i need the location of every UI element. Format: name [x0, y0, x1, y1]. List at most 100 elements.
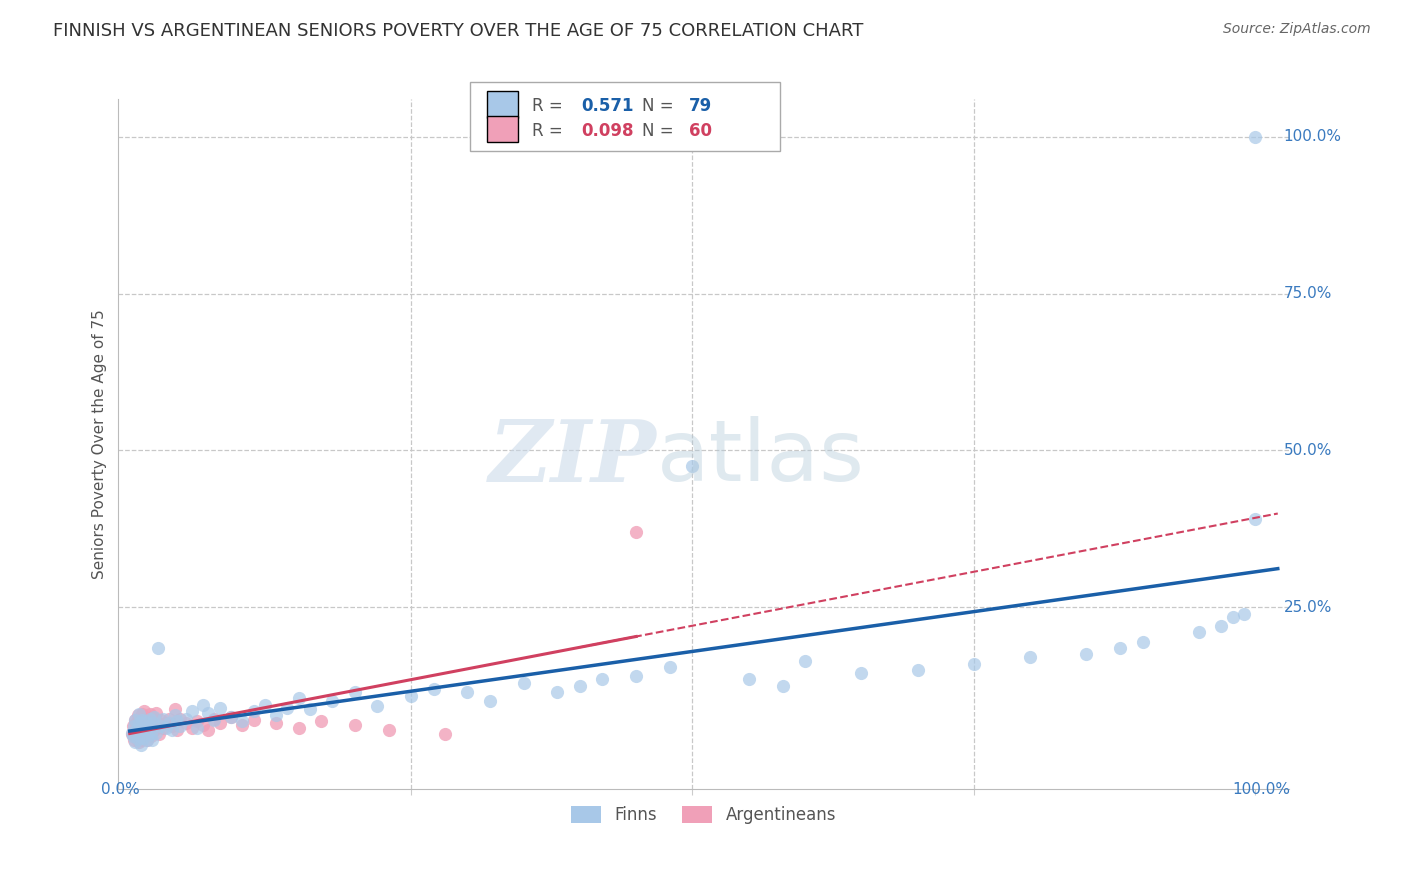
Point: [163, 702, 186, 716]
Point: [150, 713, 173, 727]
Point: [202, 713, 225, 727]
Point: [125, 723, 148, 737]
Point: [169, 712, 191, 726]
Text: N =: N =: [641, 121, 673, 140]
Point: [141, 718, 163, 732]
Text: 0.571: 0.571: [581, 96, 633, 115]
Point: [132, 731, 155, 745]
Point: [366, 699, 388, 714]
Point: [399, 690, 422, 704]
Point: [624, 524, 647, 539]
Point: [124, 724, 146, 739]
Point: [174, 716, 197, 731]
Point: [1019, 650, 1042, 665]
Point: [134, 723, 156, 737]
Point: [343, 685, 366, 699]
Point: [659, 660, 682, 674]
Text: 50.0%: 50.0%: [1284, 443, 1331, 458]
Point: [127, 723, 149, 737]
Point: [138, 714, 160, 729]
Point: [139, 727, 162, 741]
Text: atlas: atlas: [657, 417, 865, 500]
Point: [287, 721, 309, 735]
Text: 75.0%: 75.0%: [1284, 286, 1331, 301]
Point: [682, 459, 704, 474]
Point: [129, 721, 152, 735]
Point: [139, 712, 162, 726]
Point: [132, 716, 155, 731]
Point: [142, 710, 165, 724]
Point: [138, 719, 160, 733]
Point: [162, 723, 184, 737]
Point: [122, 719, 145, 733]
Point: [139, 706, 162, 721]
Point: [146, 716, 169, 731]
Point: [128, 729, 150, 743]
Point: [131, 706, 153, 721]
Point: [377, 723, 399, 737]
Point: [738, 673, 761, 687]
Point: [1244, 512, 1267, 526]
Point: [276, 700, 298, 714]
Text: R =: R =: [531, 121, 562, 140]
Point: [135, 712, 157, 726]
Point: [136, 724, 159, 739]
Point: [1211, 619, 1233, 633]
Point: [127, 708, 149, 723]
Point: [134, 714, 156, 729]
Point: [166, 723, 188, 737]
Text: ZIP: ZIP: [489, 417, 657, 500]
Point: [121, 725, 143, 739]
Point: [568, 679, 591, 693]
Point: [129, 739, 152, 753]
Point: [1188, 625, 1211, 640]
Point: [180, 721, 202, 735]
Point: [139, 729, 162, 743]
Point: [145, 725, 167, 739]
Point: [145, 706, 167, 720]
Point: [1244, 129, 1267, 144]
Point: [146, 641, 169, 656]
FancyBboxPatch shape: [470, 82, 780, 151]
Point: [186, 714, 208, 729]
Point: [202, 712, 225, 726]
Text: 0.098: 0.098: [581, 121, 633, 140]
Point: [1233, 607, 1256, 621]
Point: [478, 694, 501, 708]
Point: [624, 669, 647, 683]
Point: [124, 713, 146, 727]
Point: [166, 714, 188, 729]
Point: [135, 733, 157, 747]
Point: [169, 719, 191, 733]
Point: [157, 716, 180, 731]
Point: [131, 723, 153, 737]
Point: [180, 704, 202, 718]
Point: [152, 721, 174, 735]
Point: [149, 719, 172, 733]
Point: [174, 712, 197, 726]
Text: FINNISH VS ARGENTINEAN SENIORS POVERTY OVER THE AGE OF 75 CORRELATION CHART: FINNISH VS ARGENTINEAN SENIORS POVERTY O…: [53, 22, 863, 40]
Point: [186, 721, 208, 735]
Point: [132, 731, 155, 745]
Point: [512, 675, 534, 690]
Point: [772, 679, 794, 693]
Text: N =: N =: [641, 96, 673, 115]
Point: [128, 712, 150, 726]
Point: [128, 718, 150, 732]
Point: [163, 708, 186, 723]
Point: [191, 698, 214, 712]
Point: [546, 685, 568, 699]
Point: [124, 735, 146, 749]
Text: R =: R =: [531, 96, 562, 115]
Point: [242, 713, 264, 727]
Point: [142, 716, 165, 731]
Point: [131, 713, 153, 727]
Point: [128, 727, 150, 741]
Text: 60: 60: [689, 121, 711, 140]
Point: [135, 733, 157, 747]
Point: [157, 712, 180, 726]
FancyBboxPatch shape: [486, 116, 517, 143]
Point: [219, 710, 242, 724]
Point: [128, 735, 150, 749]
Point: [129, 714, 152, 729]
